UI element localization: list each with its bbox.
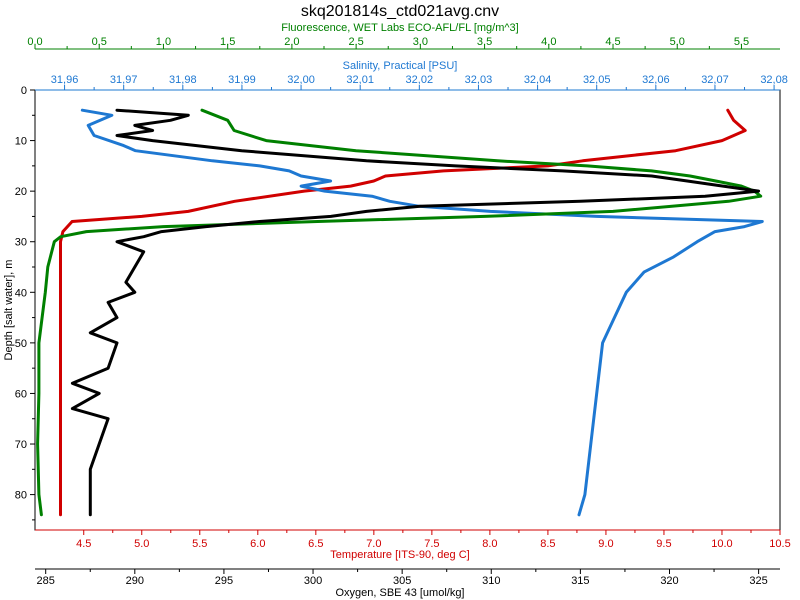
temperature-axis: 4.5 5.0 5.5 6.0 6.5 7.0 7.5 8.0 8.5 9.0 9.5 10.0 10.… xyxy=(35,529,791,561)
fluorescence-tick-label: 2.5 xyxy=(348,36,363,48)
salinity-axis: 31,96 31,97 31,98 31,99 32,00 32,01 32,02 32,03… xyxy=(35,60,788,91)
depth-axis: 0 10 20 30 40 50 60 70 80 xyxy=(15,85,35,521)
temperature-tick-label: 7.0 xyxy=(366,538,381,550)
oxygen-tick-label: 305 xyxy=(393,575,411,587)
temperature-tick-label: 4.5 xyxy=(76,538,91,550)
temperature-tick-label: 9.0 xyxy=(598,538,613,550)
fluorescence-tick-label: 1.0 xyxy=(156,36,171,48)
chart-title: skq201814s_ctd021avg.cnv xyxy=(301,3,499,20)
oxygen-tick-label: 315 xyxy=(571,575,589,587)
salinity-tick-label: 32,02 xyxy=(406,74,434,86)
temperature-tick-label: 5.0 xyxy=(134,538,149,550)
fluorescence-tick-label: 1.5 xyxy=(220,36,235,48)
axes-layer: 0.0 0.5 1.0 1.5 2.0 2.5 3.0 3.5 4.0 4.5 5.0 5.5 Fluo… xyxy=(15,22,791,599)
salinity-tick-label: 32,07 xyxy=(701,74,729,86)
y-axis-title: Depth [salt water], m xyxy=(3,260,15,361)
temperature-tick-label: 5.5 xyxy=(192,538,207,550)
salinity-tick-label: 32,04 xyxy=(524,74,552,86)
fluorescence-tick-label: 0.5 xyxy=(92,36,107,48)
depth-tick-label: 0 xyxy=(21,85,27,97)
depth-tick-label: 10 xyxy=(15,136,27,148)
salinity-tick-label: 31,99 xyxy=(228,74,256,86)
fluorescence-tick-label: 3.5 xyxy=(477,36,492,48)
oxygen-tick-label: 300 xyxy=(304,575,322,587)
depth-tick-label: 60 xyxy=(15,388,27,400)
fluorescence-tick-label: 5.0 xyxy=(670,36,685,48)
temperature-tick-label: 6.0 xyxy=(250,538,265,550)
fluorescence-axis-title: Fluorescence, WET Labs ECO-AFL/FL [mg/m^… xyxy=(281,22,518,34)
salinity-tick-label: 32,03 xyxy=(465,74,493,86)
temperature-tick-label: 10.5 xyxy=(769,538,790,550)
salinity-tick-label: 32,00 xyxy=(287,74,315,86)
oxygen-axis: 285 290 295 300 305 310 315 320 325 Oxygen, SBE 4… xyxy=(35,568,780,599)
salinity-tick-label: 31,98 xyxy=(169,74,197,86)
temperature-axis-title: Temperature [ITS-90, deg C] xyxy=(330,549,469,561)
oxygen-tick-label: 290 xyxy=(126,575,144,587)
salinity-tick-label: 32,08 xyxy=(760,74,788,86)
salinity-tick-label: 32,05 xyxy=(583,74,611,86)
oxygen-tick-label: 325 xyxy=(749,575,767,587)
fluorescence-tick-label: 2.0 xyxy=(284,36,299,48)
depth-tick-label: 40 xyxy=(15,287,27,299)
temperature-tick-label: 9.5 xyxy=(656,538,671,550)
salinity-tick-label: 31,97 xyxy=(110,74,138,86)
temperature-tick-label: 6.5 xyxy=(308,538,323,550)
oxygen-tick-label: 295 xyxy=(215,575,233,587)
depth-tick-label: 80 xyxy=(15,490,27,502)
depth-tick-label: 30 xyxy=(15,237,27,249)
temperature-series-line xyxy=(59,108,747,517)
temperature-tick-label: 8.0 xyxy=(482,538,497,550)
salinity-axis-title: Salinity, Practical [PSU] xyxy=(343,60,458,72)
oxygen-tick-label: 285 xyxy=(37,575,55,587)
fluorescence-series-line xyxy=(36,108,763,517)
depth-tick-label: 50 xyxy=(15,338,27,350)
depth-tick-label: 20 xyxy=(15,186,27,198)
fluorescence-tick-label: 4.5 xyxy=(605,36,620,48)
fluorescence-tick-label: 4.0 xyxy=(541,36,556,48)
salinity-tick-label: 31,96 xyxy=(51,74,79,86)
depth-tick-label: 70 xyxy=(15,439,27,451)
fluorescence-axis: 0.0 0.5 1.0 1.5 2.0 2.5 3.0 3.5 4.0 4.5 5.0 5.5 Fluo… xyxy=(27,22,780,50)
temperature-tick-label: 7.5 xyxy=(424,538,439,550)
oxygen-series-line xyxy=(70,108,761,517)
series-layer xyxy=(36,108,764,517)
fluorescence-tick-label: 5.5 xyxy=(734,36,749,48)
fluorescence-tick-label: 0.0 xyxy=(27,36,42,48)
temperature-tick-label: 10.0 xyxy=(711,538,732,550)
salinity-tick-label: 32,06 xyxy=(642,74,670,86)
oxygen-axis-title: Oxygen, SBE 43 [umol/kg] xyxy=(335,587,464,599)
oxygen-tick-label: 310 xyxy=(482,575,500,587)
fluorescence-tick-label: 3.0 xyxy=(413,36,428,48)
temperature-tick-label: 8.5 xyxy=(540,538,555,550)
plot-frame xyxy=(34,89,781,531)
salinity-tick-label: 32,01 xyxy=(346,74,374,86)
oxygen-tick-label: 320 xyxy=(660,575,678,587)
